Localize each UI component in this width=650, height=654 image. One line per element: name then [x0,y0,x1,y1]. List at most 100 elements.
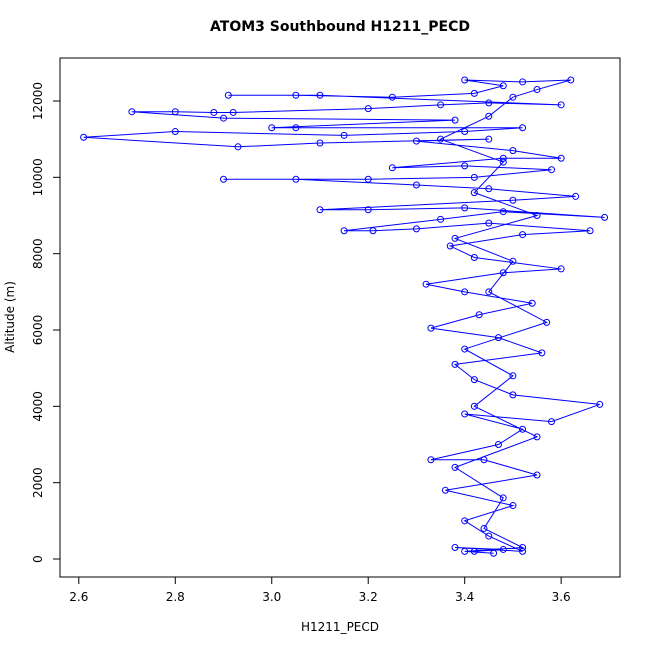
data-point [509,147,517,155]
data-point [470,376,478,384]
data-point [586,227,594,235]
data-point [316,91,324,99]
data-point [364,206,372,214]
data-point [437,101,445,109]
data-point [494,440,502,448]
y-tick-label: 4000 [31,391,45,422]
y-tick-label: 12000 [31,82,45,120]
data-point [224,91,232,99]
x-tick-label: 3.4 [455,590,474,604]
data-point [509,502,517,510]
data-point [316,206,324,214]
y-tick-label: 10000 [31,158,45,196]
data-point [412,225,420,233]
data-point [388,93,396,101]
chart-title: ATOM3 Southbound H1211_PECD [210,19,470,35]
data-point [538,349,546,357]
data-point [509,372,517,380]
y-tick-label: 2000 [31,467,45,498]
data-point [480,524,488,532]
data-point [364,105,372,113]
y-tick-label: 6000 [31,315,45,346]
data-point [229,108,237,116]
data-point [533,212,541,220]
data-point [461,288,469,296]
data-point [557,154,565,162]
data-point [364,175,372,183]
y-tick-label: 8000 [31,238,45,269]
data-point [451,463,459,471]
x-tick-label: 2.8 [166,590,185,604]
data-point [519,425,527,433]
data-point [519,231,527,239]
data-point [499,82,507,90]
data-point [441,486,449,494]
data-point [499,545,507,553]
data-point [451,116,459,124]
data-point [461,162,469,170]
data-point [171,108,179,116]
data-point [519,544,527,552]
data-point [485,219,493,227]
data-point [528,299,536,307]
data-point [548,418,556,426]
x-tick-label: 3.6 [552,590,571,604]
data-point [485,112,493,120]
data-point [292,175,300,183]
data-point [543,318,551,326]
data-point [461,410,469,418]
data-point [470,402,478,410]
data-point [494,334,502,342]
data-point [470,173,478,181]
data-point [499,154,507,162]
data-point [485,185,493,193]
data-point [485,532,493,540]
data-point [596,400,604,408]
data-point [557,265,565,273]
data-point [412,137,420,145]
data-point [509,257,517,265]
data-point [533,433,541,441]
data-point [451,360,459,368]
data-point [470,547,478,555]
data-point [509,391,517,399]
data-point [519,547,527,555]
data-point [128,108,136,116]
x-tick-label: 3.0 [262,590,281,604]
data-point [519,124,527,132]
x-axis-label: H1211_PECD [301,620,379,634]
data-point [601,213,609,221]
data-point [451,234,459,242]
data-point [461,204,469,212]
data-point [210,108,218,116]
data-point [533,471,541,479]
data-point [422,280,430,288]
data-point [567,76,575,84]
data-point [80,133,88,141]
data-point [437,215,445,223]
x-tick-label: 3.2 [359,590,378,604]
data-point [499,208,507,216]
data-point [519,78,527,86]
data-point [470,189,478,197]
data-point [470,89,478,97]
data-point [369,227,377,235]
data-point [499,158,507,166]
data-point [340,227,348,235]
data-point [557,101,565,109]
data-point [572,192,580,200]
data-point [509,93,517,101]
data-point [427,324,435,332]
data-line [83,79,605,554]
data-point [292,91,300,99]
data-point [340,131,348,139]
data-point [268,124,276,132]
data-point [485,288,493,296]
data-point [499,494,507,502]
data-point [220,114,228,122]
data-point [451,544,459,552]
data-point [470,253,478,261]
data-point [509,196,517,204]
data-point [388,164,396,172]
